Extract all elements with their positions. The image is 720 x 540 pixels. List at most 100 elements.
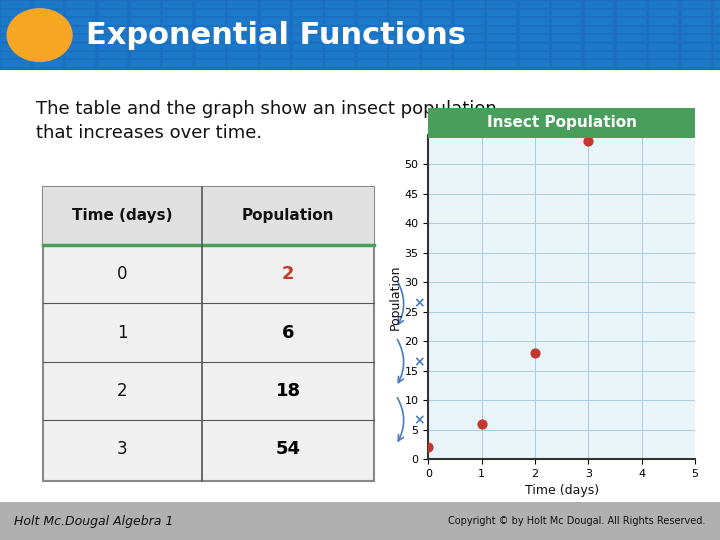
Bar [163,52,192,58]
Bar [163,10,192,16]
Text: Holt Mc.Dougal Algebra 1: Holt Mc.Dougal Algebra 1 [14,515,174,528]
Point [529,349,541,357]
Bar [617,52,646,58]
Bar [358,10,387,16]
Bar [649,60,678,66]
Bar [682,35,711,42]
Bar [34,44,63,50]
Bar [228,2,257,8]
Bar [455,52,484,58]
Bar [325,44,354,50]
Bar [131,18,160,24]
Bar [390,35,419,42]
Bar [1,10,30,16]
Bar [714,18,720,24]
Text: Insect Population: Insect Population [487,116,636,130]
Bar [131,26,160,33]
Bar [228,18,257,24]
Bar [325,18,354,24]
Bar [520,52,549,58]
Bar [228,35,257,42]
Bar [358,2,387,8]
Bar [682,60,711,66]
Bar [325,60,354,66]
Bar [487,26,516,33]
Text: Exponential Functions: Exponential Functions [86,21,467,50]
Text: 1: 1 [117,323,127,342]
Bar [1,60,30,66]
Bar [1,44,30,50]
Bar [99,44,127,50]
Bar [552,2,581,8]
Bar [66,10,95,16]
Bar [520,35,549,42]
Bar [261,10,289,16]
Bar [423,35,451,42]
Bar [358,52,387,58]
Bar [66,60,95,66]
Bar [617,44,646,50]
Text: × 3: × 3 [414,296,440,310]
Bar [99,26,127,33]
Text: The table and the graph show an insect population
that increases over time.: The table and the graph show an insect p… [36,100,497,142]
Bar [196,2,225,8]
Bar [649,18,678,24]
Bar [649,26,678,33]
Bar [131,2,160,8]
Bar [1,18,30,24]
Bar [520,2,549,8]
Bar [66,52,95,58]
Bar [131,44,160,50]
Bar [455,10,484,16]
Bar [163,18,192,24]
Bar [1,26,30,33]
Bar [390,10,419,16]
Text: 54: 54 [276,440,300,458]
Bar [649,2,678,8]
Bar [520,60,549,66]
Bar [585,10,613,16]
Bar [714,10,720,16]
Bar [163,2,192,8]
Bar [455,18,484,24]
Bar [682,26,711,33]
Bar [423,18,451,24]
Bar [649,10,678,16]
Bar [325,10,354,16]
Bar [390,44,419,50]
Bar [196,10,225,16]
Bar [196,26,225,33]
Point [476,420,487,428]
Bar [293,10,322,16]
Bar [34,2,63,8]
Bar [455,60,484,66]
Bar [552,10,581,16]
Bar [585,26,613,33]
Bar [228,52,257,58]
Bar [455,35,484,42]
Bar [163,60,192,66]
Bar [487,10,516,16]
Bar [228,60,257,66]
Bar [34,52,63,58]
Bar [390,2,419,8]
Bar [66,18,95,24]
Bar [617,2,646,8]
Bar [196,52,225,58]
Bar [196,18,225,24]
Bar [552,35,581,42]
Bar [520,10,549,16]
Bar [520,44,549,50]
Bar [293,26,322,33]
Bar [66,35,95,42]
FancyBboxPatch shape [0,0,720,70]
Bar [131,10,160,16]
Bar [196,60,225,66]
Bar [649,52,678,58]
Bar [714,44,720,50]
Bar [293,60,322,66]
Bar [99,60,127,66]
Bar [325,2,354,8]
Bar [487,2,516,8]
Bar [423,2,451,8]
